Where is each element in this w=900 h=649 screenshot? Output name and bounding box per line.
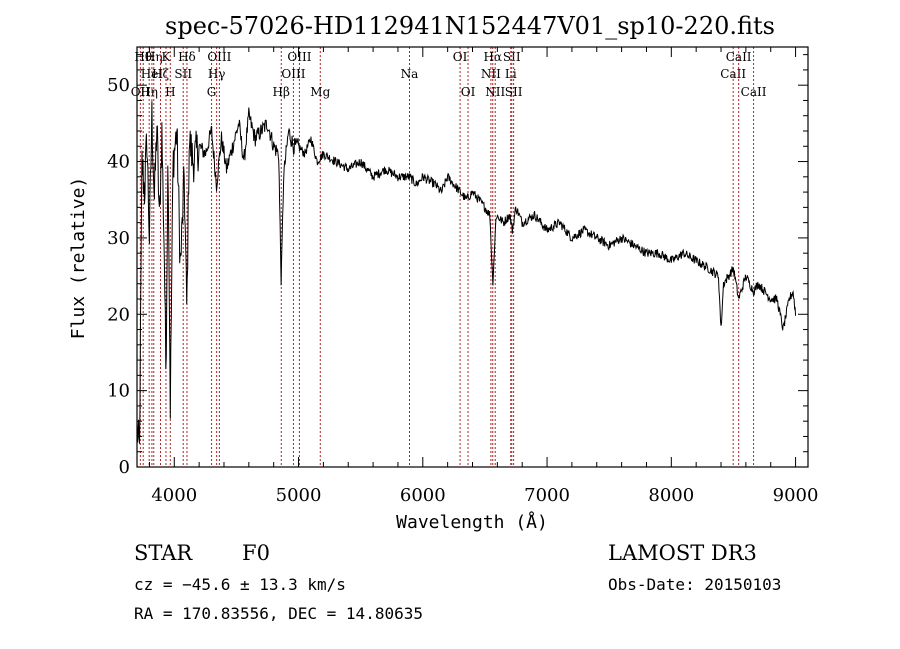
spectral-line-label: Hζ	[152, 67, 169, 81]
x-tick-label: 7000	[524, 485, 570, 506]
y-tick-label: 0	[119, 457, 130, 478]
spectrum-series-line	[136, 101, 797, 444]
y-tick-label: 10	[107, 381, 130, 402]
spectral-line-label: H	[165, 85, 175, 99]
x-axis-label: Wavelength (Å)	[396, 511, 548, 533]
x-tick-label: 6000	[400, 485, 446, 506]
spectral-line-label: Mg	[310, 85, 330, 99]
spectral-line-label: K	[161, 50, 171, 64]
x-tick-label: 8000	[648, 485, 694, 506]
x-tick-label: 4000	[151, 485, 197, 506]
spectral-line-label: NII	[485, 85, 505, 99]
spectral-lines-layer: OIIHθHηHeIHηHζKHSIIHδGHγOIIIHβOIIIOIIIMg…	[131, 47, 767, 467]
spectral-line-label: Na	[401, 67, 419, 81]
spectral-line-label: HeI	[141, 67, 164, 81]
y-tick-label: 40	[107, 152, 130, 173]
spectral-line-label: SII	[503, 50, 521, 64]
y-axis-label: Flux (relative)	[68, 177, 89, 340]
spectral-line-label: SII	[174, 67, 192, 81]
spectral-line-label: OIII	[287, 50, 311, 64]
spectral-line-label: CaII	[726, 50, 752, 64]
obs-date: Obs-Date: 20150103	[608, 575, 781, 594]
redshift-cz: cz = −45.6 ± 13.3 km/s	[134, 575, 346, 594]
spectrum-layer	[136, 101, 797, 444]
spectral-line-label: G	[207, 85, 217, 99]
spectral-line-label: Hα	[483, 50, 502, 64]
spectral-line-label: OIII	[207, 50, 231, 64]
spectral-line-label: OIII	[281, 67, 305, 81]
spectral-line-label: CaII	[720, 67, 746, 81]
survey-name: LAMOST DR3	[608, 541, 757, 565]
spectral-line-label: OI	[461, 85, 476, 99]
spectral-line-label: Hη	[145, 50, 163, 64]
axis-ticks-layer: 4000 5000 6000 7000 8000 9000 0 10 20 30 40 50	[107, 47, 818, 506]
object-class: STAR	[134, 541, 193, 565]
spectral-line-label: Hθ	[134, 50, 152, 64]
y-tick-label: 20	[107, 304, 130, 325]
spectral-line-label: OI	[453, 50, 468, 64]
spectral-line-label: SII	[505, 85, 523, 99]
spectral-line-label: Hγ	[208, 67, 226, 81]
y-tick-label: 30	[107, 228, 130, 249]
object-subclass: F0	[242, 541, 270, 565]
spectral-line-label: NII	[481, 67, 501, 81]
spectral-line-label: Hβ	[273, 85, 290, 99]
spectral-line-label: CaII	[741, 85, 767, 99]
y-tick-label: 50	[107, 75, 130, 96]
x-tick-label: 5000	[276, 485, 322, 506]
spectral-line-label: Li	[505, 67, 517, 81]
spectral-line-label: OII	[131, 85, 151, 99]
ra-dec-coords: RA = 170.83556, DEC = 14.80635	[134, 604, 423, 623]
spectral-line-label: Hη	[140, 85, 158, 99]
spectral-line-label: Hδ	[178, 50, 196, 64]
x-tick-label: 9000	[773, 485, 819, 506]
plot-frame	[136, 46, 809, 468]
chart-title: spec-57026-HD112941N152447V01_sp10-220.f…	[165, 12, 775, 40]
